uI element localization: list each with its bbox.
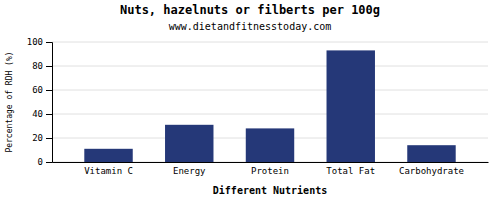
y-tick-mark <box>46 66 52 67</box>
x-tick: Vitamin C <box>84 166 133 176</box>
grid-line <box>52 114 488 115</box>
y-axis-line <box>46 43 53 163</box>
x-tick: Total Fat <box>326 166 375 176</box>
x-tick-label: Protein <box>251 166 289 176</box>
x-axis-title: Different Nutrients <box>213 185 327 196</box>
x-tick-label: Energy <box>173 166 206 176</box>
y-tick-label: 40 <box>32 109 43 119</box>
grid-line <box>52 42 488 43</box>
y-tick-mark <box>46 114 52 115</box>
grid-line <box>52 90 488 91</box>
y-tick: 40 <box>32 109 52 119</box>
x-tick-label: Total Fat <box>326 166 375 176</box>
y-tick: 0 <box>38 157 52 167</box>
y-tick: 60 <box>32 85 52 95</box>
y-axis-title: Percentage of RDH (%) <box>5 51 14 152</box>
x-tick: Energy <box>173 166 206 176</box>
y-tick-mark <box>46 42 52 43</box>
x-tick: Carbohydrate <box>399 166 464 176</box>
y-tick-mark <box>46 138 52 139</box>
y-tick-mark <box>46 162 52 163</box>
bar <box>407 145 455 162</box>
bar <box>84 149 132 162</box>
grid <box>52 42 488 162</box>
x-tick: Protein <box>251 166 289 176</box>
x-axis: Vitamin C Energy Protein Total Fat Carbohydr… <box>53 163 489 177</box>
grid-line <box>52 66 488 67</box>
bars <box>84 50 455 162</box>
subtitle: www.dietandfitnesstoday.com <box>169 21 332 32</box>
x-tick-label: Vitamin C <box>84 166 133 176</box>
bar <box>327 50 375 162</box>
y-tick: 80 <box>32 61 52 71</box>
y-tick-label: 60 <box>32 85 43 95</box>
x-tick-label: Carbohydrate <box>399 166 464 176</box>
y-tick: 20 <box>32 133 52 143</box>
y-tick-label: 100 <box>27 37 43 47</box>
bar <box>165 125 213 162</box>
y-tick: 100 <box>27 37 52 47</box>
y-axis: 0 20 40 60 80 100 <box>27 37 53 167</box>
x-axis-line <box>53 162 489 163</box>
chart: Nuts, hazelnuts or filberts per 100g www.… <box>0 0 500 200</box>
y-tick-label: 20 <box>32 133 43 143</box>
y-tick-mark <box>46 90 52 91</box>
y-tick-label: 80 <box>32 61 43 71</box>
plot: 0 20 40 60 80 100 Vitamin C Energy Protein Total … <box>27 37 489 176</box>
bar <box>246 128 294 162</box>
y-tick-label: 0 <box>38 157 43 167</box>
title: Nuts, hazelnuts or filberts per 100g <box>120 3 380 17</box>
